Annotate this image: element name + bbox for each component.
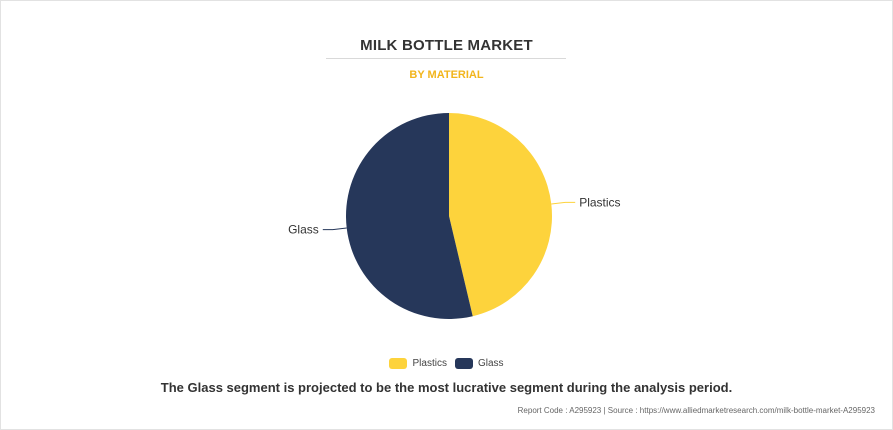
legend-label-glass: Glass (477, 358, 504, 369)
legend-item-glass[interactable]: Glass (454, 358, 504, 369)
legend-swatch-plastics (389, 358, 408, 369)
title-divider (326, 58, 566, 59)
pie-slice-plastics[interactable] (449, 113, 552, 317)
leader-line-plastics (551, 201, 576, 205)
legend-swatch-glass (454, 358, 473, 369)
slice-label-plastics: Plastics (579, 195, 620, 209)
leader-line-glass (322, 227, 347, 231)
chart-title: MILK BOTTLE MARKET (360, 37, 533, 54)
pie-slice-glass[interactable] (345, 113, 473, 319)
legend-item-plastics[interactable]: Plastics (389, 358, 447, 369)
legend-label-plastics: Plastics (412, 358, 447, 369)
chart-caption: The Glass segment is projected to be the… (160, 380, 733, 395)
chart-legend: Plastics Glass (0, 358, 893, 369)
chart-subtitle: BY MATERIAL (409, 69, 484, 81)
slice-label-glass: Glass (288, 223, 319, 237)
source-footer: Report Code : A295923 | Source : https:/… (517, 406, 875, 415)
